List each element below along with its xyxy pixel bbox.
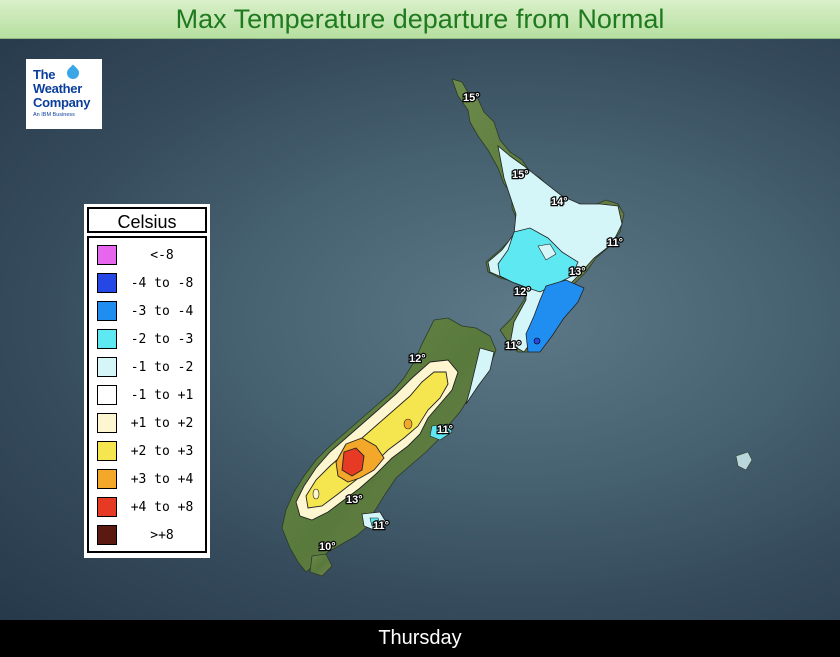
legend-items: <-8 -4 to -8 -3 to -4 -2 to -3 -1 to -2 …	[87, 236, 207, 553]
legend-item: -1 to +1	[89, 381, 205, 409]
map-temp-label: 15°	[512, 169, 529, 181]
legend-swatch	[97, 469, 117, 489]
map-temp-label: 12°	[409, 353, 426, 365]
weather-company-logo: The Weather Company An IBM Business	[26, 59, 102, 129]
legend-label: +3 to +4	[130, 471, 194, 487]
map-temp-label: 13°	[569, 266, 586, 278]
south-colder-southeast	[369, 517, 381, 527]
map-temp-label: 13°	[346, 494, 363, 506]
legend-item: +1 to +2	[89, 409, 205, 437]
north-spot-deep	[533, 337, 541, 345]
north-coldest-zone	[525, 279, 585, 353]
legend-label: -1 to +1	[130, 387, 194, 403]
legend-item: -3 to -4	[89, 297, 205, 325]
south-cool-east	[465, 347, 495, 405]
south-mild-spot	[312, 488, 320, 500]
legend-item: >+8	[89, 521, 205, 549]
map-area: 15° 15° 14° 11° 13° 12° 11° 12° 11° 13° …	[0, 39, 840, 620]
legend-item: -1 to -2	[89, 353, 205, 381]
legend-label: +4 to +8	[130, 499, 194, 515]
legend-item: -2 to -3	[89, 325, 205, 353]
legend-swatch	[97, 245, 117, 265]
map-temp-label: 11°	[373, 520, 389, 532]
chatham-islands-land	[735, 451, 753, 471]
legend-swatch	[97, 413, 117, 433]
legend-swatch	[97, 441, 117, 461]
legend-title: Celsius	[87, 207, 207, 233]
logo-line-3: Company	[33, 95, 91, 110]
legend-label: -3 to -4	[130, 303, 194, 319]
map-temp-label: 10°	[319, 541, 336, 553]
north-cool-hole	[537, 243, 557, 261]
legend-item: <-8	[89, 241, 205, 269]
logo-line-2: Weather	[33, 81, 82, 96]
legend: Celsius <-8 -4 to -8 -3 to -4 -2 to -3 -…	[84, 204, 210, 558]
legend-item: +3 to +4	[89, 465, 205, 493]
map-temp-label: 12°	[514, 286, 531, 298]
legend-item: -4 to -8	[89, 269, 205, 297]
legend-swatch	[97, 357, 117, 377]
logo-line-1: The	[33, 67, 56, 82]
legend-item: +4 to +8	[89, 493, 205, 521]
legend-swatch	[97, 497, 117, 517]
legend-label: <-8	[150, 247, 174, 263]
map-title: Max Temperature departure from Normal	[0, 0, 840, 39]
legend-label: -4 to -8	[130, 275, 194, 291]
legend-label: -2 to -3	[130, 331, 194, 347]
south-hottest-zone	[341, 447, 365, 477]
day-label: Thursday	[0, 620, 840, 657]
logo-subtitle: An IBM Business	[33, 112, 75, 118]
map-temp-label: 11°	[505, 340, 521, 352]
map-temp-label: 15°	[463, 92, 480, 104]
south-colder-east	[429, 423, 453, 441]
legend-label: >+8	[150, 527, 174, 543]
stewart-island-land	[309, 553, 333, 577]
map-temp-label: 14°	[551, 196, 568, 208]
new-zealand-map: 15° 15° 14° 11° 13° 12° 11° 12° 11° 13° …	[281, 78, 753, 577]
legend-swatch	[97, 273, 117, 293]
legend-label: +1 to +2	[130, 415, 194, 431]
legend-swatch	[97, 329, 117, 349]
legend-item: +2 to +3	[89, 437, 205, 465]
legend-label: +2 to +3	[130, 443, 194, 459]
legend-label: -1 to -2	[130, 359, 194, 375]
legend-swatch	[97, 301, 117, 321]
map-temp-label: 11°	[437, 424, 453, 436]
south-warm-spot	[403, 418, 413, 430]
map-temp-label: 11°	[607, 237, 623, 249]
legend-swatch	[97, 385, 117, 405]
legend-swatch	[97, 525, 117, 545]
